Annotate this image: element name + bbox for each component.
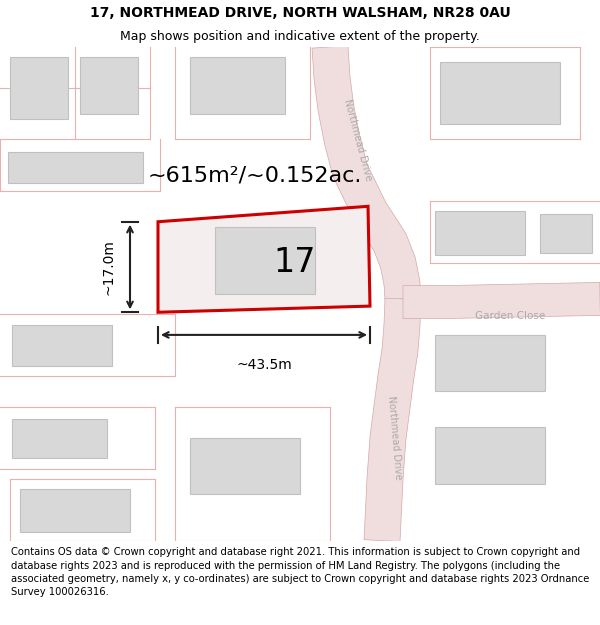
Text: Northmead Drive: Northmead Drive <box>342 98 374 181</box>
Polygon shape <box>435 335 545 391</box>
Polygon shape <box>8 152 143 182</box>
Polygon shape <box>190 57 285 114</box>
Text: Northmead Drive: Northmead Drive <box>386 396 404 480</box>
Polygon shape <box>435 211 525 254</box>
Text: ~43.5m: ~43.5m <box>236 357 292 371</box>
Polygon shape <box>540 214 592 253</box>
Text: Contains OS data © Crown copyright and database right 2021. This information is : Contains OS data © Crown copyright and d… <box>11 548 589 597</box>
Polygon shape <box>440 62 560 124</box>
Polygon shape <box>190 438 300 494</box>
Polygon shape <box>158 206 370 312</box>
Polygon shape <box>435 428 545 484</box>
Polygon shape <box>10 57 68 119</box>
Text: 17: 17 <box>274 246 316 279</box>
Polygon shape <box>215 227 315 294</box>
Polygon shape <box>20 489 130 532</box>
Text: 17, NORTHMEAD DRIVE, NORTH WALSHAM, NR28 0AU: 17, NORTHMEAD DRIVE, NORTH WALSHAM, NR28… <box>89 6 511 20</box>
Polygon shape <box>80 57 138 114</box>
Polygon shape <box>12 324 112 366</box>
Text: ~17.0m: ~17.0m <box>102 239 116 295</box>
Text: Map shows position and indicative extent of the property.: Map shows position and indicative extent… <box>120 30 480 43</box>
Text: ~615m²/~0.152ac.: ~615m²/~0.152ac. <box>148 166 362 186</box>
Polygon shape <box>364 298 421 541</box>
Polygon shape <box>403 282 600 318</box>
Polygon shape <box>12 419 107 458</box>
Text: Garden Close: Garden Close <box>475 311 545 321</box>
Polygon shape <box>312 46 421 300</box>
